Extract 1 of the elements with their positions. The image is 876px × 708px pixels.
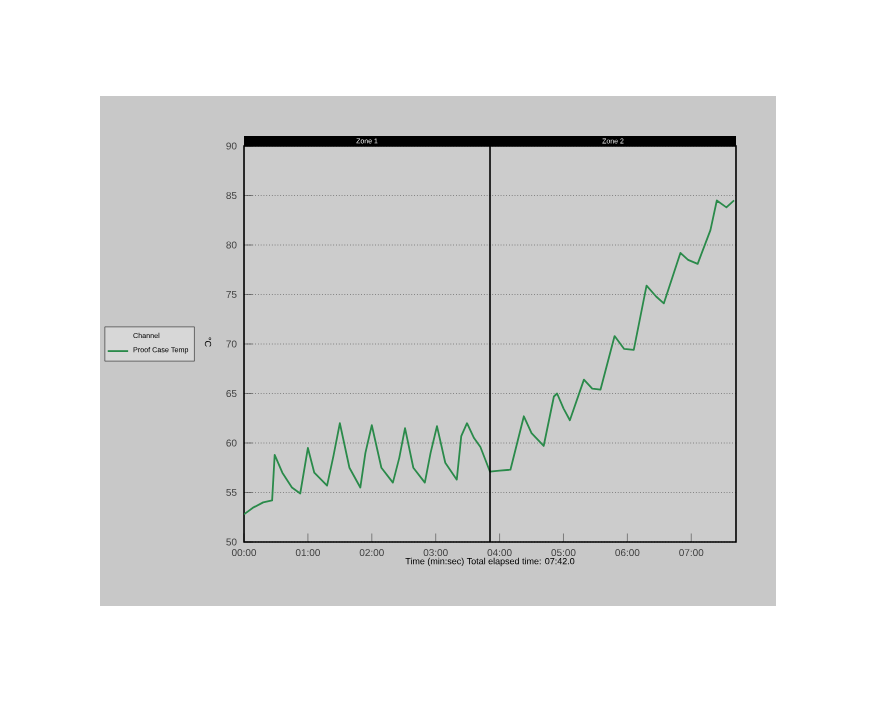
line-series — [244, 199, 735, 516]
